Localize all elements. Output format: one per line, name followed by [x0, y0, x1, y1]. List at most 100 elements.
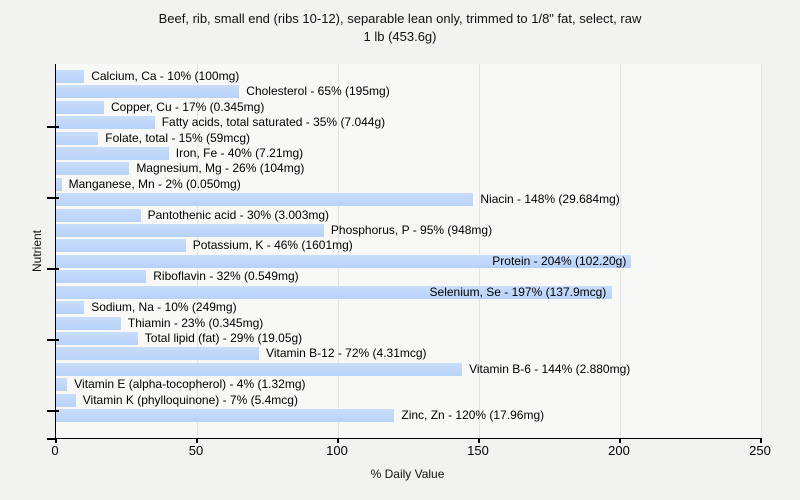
bar	[56, 331, 138, 345]
x-axis-tick-label: 0	[51, 443, 59, 458]
bar-label: Protein - 204% (102.20g)	[492, 253, 627, 268]
bar	[56, 316, 121, 330]
gridline	[761, 64, 762, 438]
bar-row: Protein - 204% (102.20g)	[56, 253, 761, 268]
bar-label: Manganese, Mn - 2% (0.050mg)	[68, 176, 241, 191]
bar	[56, 70, 85, 83]
bar	[56, 393, 76, 407]
bar	[56, 224, 324, 238]
bar	[56, 131, 99, 145]
bar	[56, 239, 186, 253]
bar	[56, 147, 169, 161]
bar-row: Manganese, Mn - 2% (0.050mg)	[56, 176, 761, 191]
gridline	[479, 64, 480, 438]
bar-label: Iron, Fe - 40% (7.21mg)	[175, 146, 304, 161]
y-axis-tick	[47, 197, 59, 199]
bar-label: Cholesterol - 65% (195mg)	[246, 84, 390, 99]
bar-row: Cholesterol - 65% (195mg)	[56, 84, 761, 99]
bars: Calcium, Ca - 10% (100mg) Cholesterol - 6…	[56, 70, 761, 422]
bar-row: Copper, Cu - 17% (0.345mg)	[56, 99, 761, 114]
bar-label: Pantothenic acid - 30% (3.003mg)	[147, 207, 330, 222]
bar-label: Vitamin K (phylloquinone) - 7% (5.4mcg)	[82, 392, 298, 407]
x-axis-tick	[619, 438, 621, 443]
bar-label: Copper, Cu - 17% (0.345mg)	[110, 99, 265, 114]
x-axis-tick	[196, 438, 198, 443]
gridline	[197, 64, 198, 438]
bar	[56, 85, 240, 99]
bar-row: Magnesium, Mg - 26% (104mg)	[56, 161, 761, 176]
bar-label: Magnesium, Mg - 26% (104mg)	[136, 161, 305, 176]
bar	[56, 408, 395, 422]
x-axis-tick-label: 150	[467, 443, 489, 458]
bar-label: Riboflavin - 32% (0.549mg)	[153, 269, 299, 284]
bar-label: Phosphorus, P - 95% (948mg)	[330, 223, 493, 238]
plot-area: Calcium, Ca - 10% (100mg) Cholesterol - 6…	[47, 64, 762, 443]
x-axis-tick	[760, 438, 762, 443]
chart-title: Beef, rib, small end (ribs 10-12), separ…	[0, 10, 800, 46]
y-axis-label: Nutrient	[30, 229, 44, 273]
bar-label: Fatty acids, total saturated - 35% (7.04…	[161, 115, 386, 130]
x-axis-tick-label: 250	[749, 443, 771, 458]
x-axis-tick	[337, 438, 339, 443]
bar-row: Potassium, K - 46% (1601mg)	[56, 238, 761, 253]
bar-row: Iron, Fe - 40% (7.21mg)	[56, 146, 761, 161]
x-axis-label: % Daily Value	[370, 467, 445, 481]
bar-row: Selenium, Se - 197% (137.9mcg)	[56, 284, 761, 299]
bar	[56, 208, 141, 222]
bar	[56, 285, 612, 299]
bar-row: Fatty acids, total saturated - 35% (7.04…	[56, 115, 761, 130]
bar-row: Riboflavin - 32% (0.549mg)	[56, 269, 761, 284]
bar-label: Calcium, Ca - 10% (100mg)	[91, 69, 240, 83]
x-axis-tick-label: 50	[188, 443, 204, 458]
x-axis-tick-label: 200	[608, 443, 630, 458]
bar-label: Vitamin E (alpha-tocopherol) - 4% (1.32m…	[74, 377, 306, 392]
bar-row: Zinc, Zn - 120% (17.96mg)	[56, 407, 761, 422]
bar-row: Thiamin - 23% (0.345mg)	[56, 315, 761, 330]
bar-row: Vitamin E (alpha-tocopherol) - 4% (1.32m…	[56, 377, 761, 392]
bar	[56, 378, 68, 392]
bar-label: Zinc, Zn - 120% (17.96mg)	[401, 407, 545, 422]
bar-label: Selenium, Se - 197% (137.9mcg)	[429, 284, 607, 299]
bar	[56, 254, 632, 268]
x-axis-tick	[55, 438, 57, 443]
bar-label: Niacin - 148% (29.684mg)	[480, 192, 620, 207]
bar-row: Calcium, Ca - 10% (100mg)	[56, 70, 761, 83]
gridline	[338, 64, 339, 438]
bar-row: Phosphorus, P - 95% (948mg)	[56, 223, 761, 238]
bar	[56, 100, 104, 114]
bar	[56, 301, 85, 315]
gridline	[620, 64, 621, 438]
bar-label: Total lipid (fat) - 29% (19.05g)	[144, 330, 303, 345]
bar	[56, 347, 260, 361]
bar	[56, 193, 474, 207]
y-axis-tick	[47, 339, 59, 341]
bar-row: Vitamin B-6 - 144% (2.880mg)	[56, 361, 761, 376]
bar-row: Niacin - 148% (29.684mg)	[56, 192, 761, 207]
x-axis-tick-label: 100	[326, 443, 348, 458]
bar-row: Vitamin K (phylloquinone) - 7% (5.4mcg)	[56, 392, 761, 407]
bar-row: Vitamin B-12 - 72% (4.31mcg)	[56, 346, 761, 361]
bar	[56, 177, 62, 191]
y-axis-tick	[47, 410, 59, 412]
y-axis-tick	[47, 126, 59, 128]
chart-title-line2: 1 lb (453.6g)	[363, 29, 437, 44]
x-axis-tick-labels: 0 50 100 150 200 250	[51, 443, 770, 459]
bar-row: Sodium, Na - 10% (249mg)	[56, 300, 761, 315]
bar-row: Pantothenic acid - 30% (3.003mg)	[56, 207, 761, 222]
bar-label: Vitamin B-12 - 72% (4.31mcg)	[266, 346, 427, 361]
bar-label: Potassium, K - 46% (1601mg)	[192, 238, 353, 253]
bar	[56, 270, 147, 284]
chart-title-line1: Beef, rib, small end (ribs 10-12), separ…	[158, 11, 642, 26]
bar	[56, 162, 130, 176]
bar-label: Thiamin - 23% (0.345mg)	[127, 315, 264, 330]
bar-label: Sodium, Na - 10% (249mg)	[91, 300, 237, 315]
bar	[56, 116, 155, 130]
bar	[56, 362, 463, 376]
bar-label: Vitamin B-6 - 144% (2.880mg)	[469, 361, 631, 376]
y-axis-tick	[47, 268, 59, 270]
x-axis-tick	[478, 438, 480, 443]
bar-row: Folate, total - 15% (59mcg)	[56, 130, 761, 145]
bar-row: Total lipid (fat) - 29% (19.05g)	[56, 330, 761, 345]
bar-label: Folate, total - 15% (59mcg)	[105, 130, 251, 145]
